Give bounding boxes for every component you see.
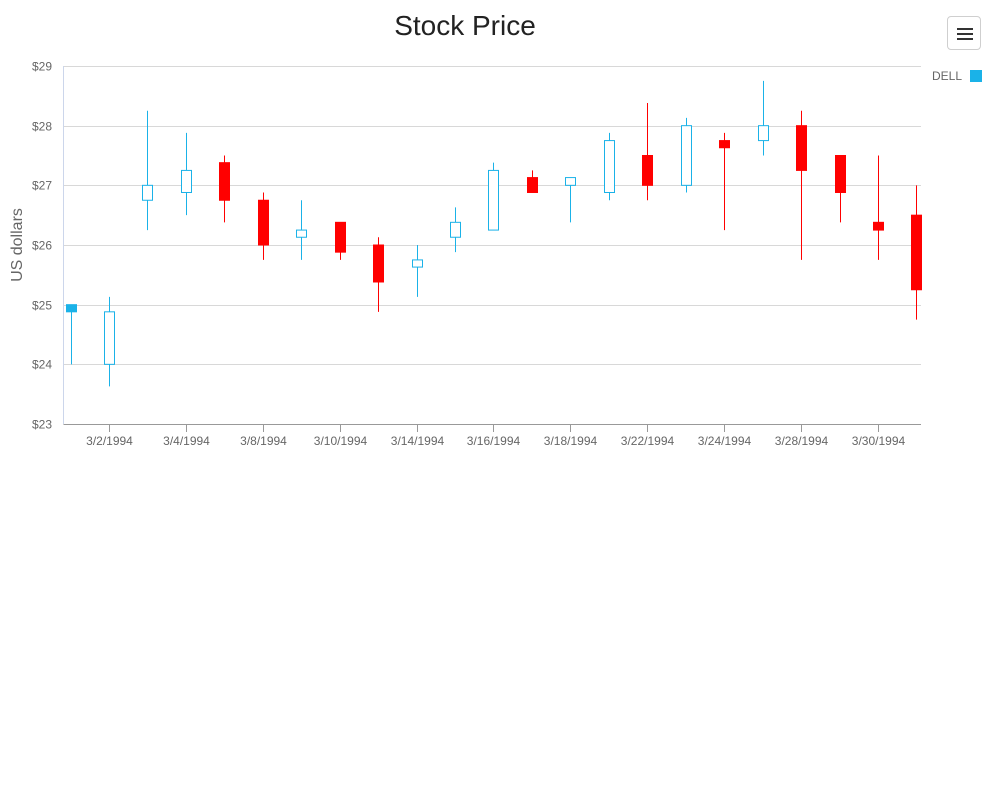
candle-body [642, 155, 653, 186]
hamburger-menu-icon-line [957, 33, 973, 35]
candle-body [604, 140, 615, 193]
plot-area: $23 $24 $25 $26 $27 $28 $29 3/2/1994 3/4/1994 3/8… [9, 60, 922, 448]
candle-body [796, 125, 807, 171]
candle-body [104, 311, 115, 365]
candle-3/31/1994 [911, 185, 922, 320]
candle-body [527, 177, 538, 193]
candle-3/21/1994 [604, 132, 615, 201]
candle-body [66, 304, 77, 313]
x-tick-label: 3/30/1994 [852, 434, 906, 448]
candle-body [488, 169, 499, 231]
candle-3/29/1994 [835, 155, 846, 223]
x-tick-label: 3/2/1994 [86, 434, 133, 448]
candle-body [373, 244, 384, 283]
candle-3/1/1994 [66, 304, 77, 365]
candle-3/14/1994 [412, 245, 423, 297]
legend-label-dell: DELL [932, 69, 963, 83]
candle-3/10/1994 [335, 221, 346, 260]
candle-3/7/1994 [219, 155, 230, 223]
candle-3/18/1994 [565, 177, 576, 223]
candle-body [565, 177, 576, 186]
candle-3/2/1994 [104, 296, 115, 387]
candle-3/4/1994 [181, 132, 192, 216]
candle-3/28/1994 [796, 110, 807, 260]
x-tick-label: 3/24/1994 [698, 434, 752, 448]
candle-body [681, 125, 692, 186]
y-tick-label: $28 [32, 120, 52, 134]
candle-body [219, 162, 230, 201]
x-tick-label: 3/8/1994 [240, 434, 287, 448]
y-tick-label: $24 [32, 358, 52, 372]
candle-body [181, 169, 192, 193]
chart-menu-button[interactable] [947, 16, 981, 50]
x-tick-label: 3/4/1994 [163, 434, 210, 448]
y-tick-label: $29 [32, 60, 52, 74]
x-tick-label: 3/18/1994 [544, 434, 598, 448]
candle-body [335, 221, 346, 253]
candle-3/16/1994 [488, 162, 499, 231]
candle-body [258, 199, 269, 246]
x-tick-label: 3/10/1994 [314, 434, 368, 448]
candle-3/17/1994 [527, 170, 538, 193]
candle-3/11/1994 [373, 237, 384, 312]
y-tick-label: $25 [32, 299, 52, 313]
candle-3/25/1994 [758, 80, 769, 156]
candle-3/15/1994 [450, 207, 461, 253]
y-axis-title: US dollars [9, 208, 26, 282]
x-tick-label: 3/16/1994 [467, 434, 521, 448]
candle-body [911, 214, 922, 291]
y-tick-label: $23 [32, 418, 52, 432]
candle-body [450, 221, 461, 238]
candle-3/8/1994 [258, 192, 269, 260]
legend-swatch-dell [970, 70, 982, 82]
candle-body [412, 259, 423, 268]
hamburger-menu-icon-line [957, 38, 973, 40]
candle-3/9/1994 [296, 200, 307, 260]
x-tick-label: 3/28/1994 [775, 434, 829, 448]
candle-3/23/1994 [681, 117, 692, 193]
axes: $23 $24 $25 $26 $27 $28 $29 3/2/1994 3/4/1994 3/8… [32, 60, 921, 448]
candle-3/30/1994 [873, 155, 884, 260]
gridlines [64, 66, 921, 365]
hamburger-menu-icon [957, 28, 973, 30]
candle-body [835, 155, 846, 193]
candle-3/22/1994 [642, 102, 653, 201]
y-tick-label: $27 [32, 179, 52, 193]
x-tick-label: 3/22/1994 [621, 434, 675, 448]
candle-3/24/1994 [719, 132, 730, 231]
x-tick-label: 3/14/1994 [391, 434, 445, 448]
candles [66, 80, 922, 387]
candle-3/3/1994 [142, 110, 153, 231]
candle-body [296, 229, 307, 238]
candle-body [142, 184, 153, 201]
chart-title: Stock Price [394, 10, 536, 41]
candle-body [758, 125, 769, 142]
y-tick-label: $26 [32, 239, 52, 253]
candle-body [719, 140, 730, 149]
candle-body [873, 221, 884, 231]
